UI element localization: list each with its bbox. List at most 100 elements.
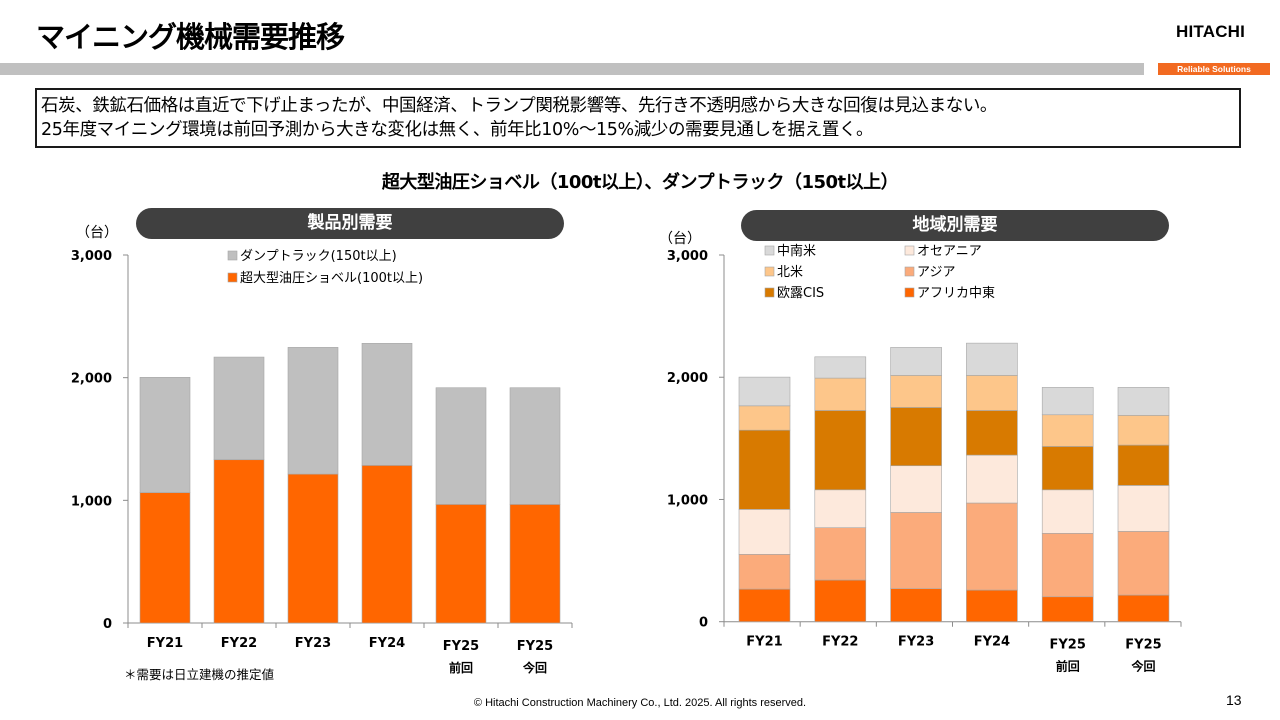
bar-segment	[1041, 489, 1094, 534]
legend-label: 欧露CIS	[777, 286, 824, 301]
bar-segment	[966, 410, 1018, 456]
y-tick-label: 0	[699, 616, 708, 631]
summary-line-1: 石炭、鉄鉱石価格は直近で下げ止まったが、中国経済、トランプ関税影響等、先行き不透…	[41, 96, 998, 116]
legend-swatch	[764, 287, 775, 298]
bar-segment	[361, 465, 413, 624]
legend-swatch	[904, 287, 915, 298]
bar-segment	[966, 454, 1018, 504]
x-tick-label: 前回	[1056, 659, 1080, 674]
bar-segment	[890, 347, 942, 376]
summary-box: 石炭、鉄鉱石価格は直近で下げ止まったが、中国経済、トランプ関税影響等、先行き不透…	[35, 88, 1241, 148]
bar-segment	[1117, 531, 1170, 596]
bar-segment	[213, 356, 265, 461]
bar-segment	[1041, 596, 1094, 623]
bar-segment	[435, 387, 487, 505]
x-tick-label: FY21	[746, 635, 782, 650]
footnote: ＊需要は日立建機の推定値	[124, 667, 275, 682]
bar-segment	[509, 387, 561, 505]
bar-segment	[966, 375, 1018, 411]
bar-segment	[1117, 485, 1170, 532]
bar-segment	[738, 405, 791, 431]
bar-segment	[738, 376, 791, 407]
legend-label: オセアニア	[917, 244, 982, 259]
bar-segment	[509, 504, 561, 624]
y-axis-unit-right: （台）	[659, 231, 701, 247]
x-tick-label: FY22	[221, 636, 257, 651]
y-tick-label: 3,000	[667, 249, 708, 264]
bar-segment	[361, 343, 413, 466]
legend-label: 超大型油圧ショベル(100t以上)	[240, 271, 423, 286]
x-tick-label: FY25	[443, 639, 479, 654]
bar-segment	[1041, 387, 1094, 416]
charts-subtitle: 超大型油圧ショベル（100t以上）、ダンプトラック（150t以上）	[381, 172, 899, 193]
y-axis-unit-left: （台）	[76, 225, 118, 241]
y-tick-label: 3,000	[71, 249, 112, 264]
bar-segment	[890, 407, 942, 467]
region-demand-chart: 0 1,000 2,000 3,000 FY21 FY22 FY23 FY24 FY25 前回 FY…	[667, 243, 1182, 674]
bar-segment	[139, 492, 191, 624]
bar-segment	[287, 473, 339, 624]
bar-segment	[966, 342, 1018, 376]
bar-segment	[213, 459, 265, 624]
bar-segment	[966, 502, 1018, 591]
y-tick-label: 2,000	[667, 371, 708, 386]
legend-label: アフリカ中東	[917, 285, 995, 301]
bar-segment	[1117, 387, 1170, 416]
bar-segment	[435, 504, 487, 624]
legend-swatch	[227, 250, 238, 261]
x-tick-label: FY23	[295, 636, 331, 651]
bar-segment	[738, 588, 791, 622]
legend-swatch	[904, 245, 915, 256]
bar-segment	[814, 527, 867, 581]
product-demand-chart: 0 1,000 2,000 3,000 FY21 FY22 FY23 FY24 FY25 前回 FY…	[71, 249, 573, 675]
tagline-badge: Reliable Solutions	[1158, 63, 1270, 75]
x-tick-label: FY21	[147, 636, 183, 651]
bar-segment	[1117, 444, 1170, 486]
bar-segment	[1041, 533, 1094, 598]
legend-label: 北米	[777, 265, 803, 280]
legend-label: アジア	[917, 265, 955, 280]
legend-swatch	[904, 266, 915, 277]
x-tick-label: FY22	[822, 635, 858, 650]
bar-segment	[287, 347, 339, 475]
header-divider-bar	[0, 63, 1144, 75]
bar-segment	[814, 410, 867, 491]
x-tick-label: FY24	[369, 636, 405, 651]
bar-segment	[814, 579, 867, 623]
page-title: マイニング機械需要推移	[36, 20, 345, 54]
y-tick-label: 0	[103, 617, 112, 632]
x-tick-label: 今回	[1130, 659, 1155, 674]
copyright: © Hitachi Construction Machinery Co., Lt…	[473, 697, 807, 709]
bar-segment	[1117, 594, 1170, 622]
bar-segment	[1117, 415, 1170, 446]
y-tick-label: 2,000	[71, 372, 112, 387]
hitachi-logo: HITACHI	[1176, 22, 1246, 41]
x-tick-label: FY25	[1125, 638, 1161, 653]
legend-label: ダンプトラック(150t以上)	[240, 249, 397, 264]
legend-swatch	[764, 266, 775, 277]
x-tick-label: FY25	[517, 639, 553, 654]
chart-title-product: 製品別需要	[136, 208, 564, 239]
y-tick-label: 1,000	[667, 493, 708, 508]
bar-segment	[890, 465, 942, 513]
bar-segment	[890, 375, 942, 408]
bar-segment	[738, 509, 791, 555]
bar-segment	[814, 377, 867, 411]
bar-segment	[890, 512, 942, 589]
bar-segment	[139, 376, 191, 493]
x-tick-label: FY23	[898, 635, 934, 650]
page-number: 13	[1226, 692, 1242, 708]
bar-segment	[966, 589, 1018, 622]
x-tick-label: 前回	[449, 660, 473, 675]
y-tick-label: 1,000	[71, 494, 112, 509]
legend-swatch	[764, 245, 775, 256]
bar-segment	[1041, 414, 1094, 447]
chart-title-region: 地域別需要	[741, 210, 1169, 241]
bar-segment	[1041, 446, 1094, 491]
summary-line-2: 25年度マイニング環境は前回予測から大きな変化は無く、前年比10%～15%減少の…	[41, 120, 874, 140]
legend-label: 中南米	[777, 243, 816, 259]
bar-segment	[738, 554, 791, 590]
x-tick-label: 今回	[522, 660, 547, 675]
x-tick-label: FY25	[1050, 638, 1086, 653]
bar-segment	[814, 489, 867, 529]
